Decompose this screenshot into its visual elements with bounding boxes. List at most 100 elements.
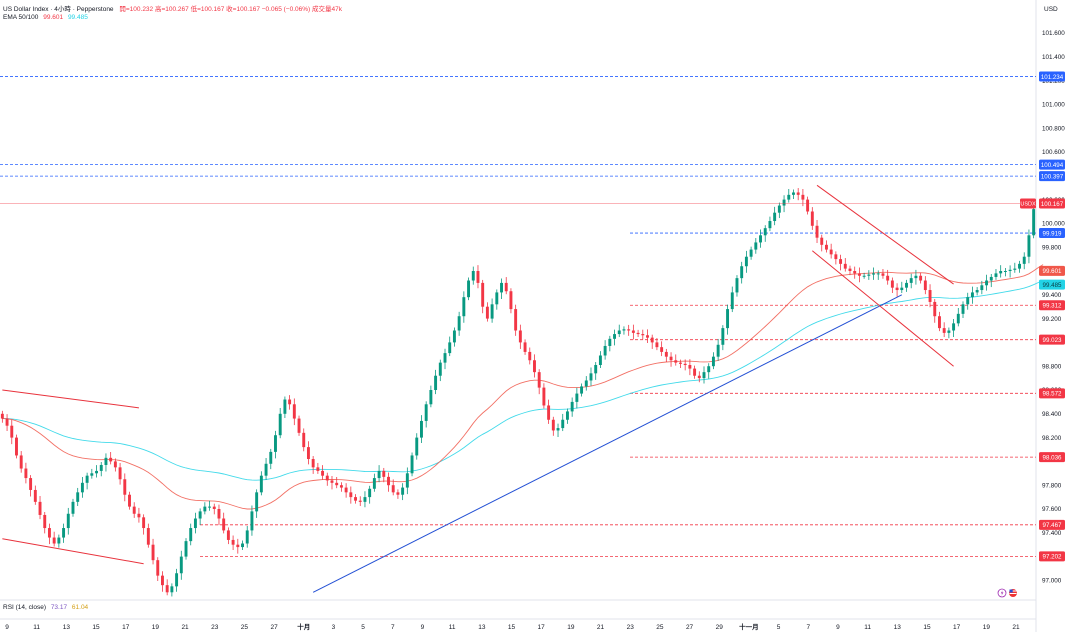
candle-body <box>617 330 621 335</box>
candle-body <box>890 280 894 288</box>
candle-body <box>980 285 984 291</box>
candle-body <box>570 401 574 412</box>
candle <box>594 362 598 380</box>
level-tag: 98.572 <box>1039 388 1065 399</box>
candle-body <box>264 463 268 476</box>
candle <box>862 272 866 279</box>
candle-body <box>537 372 541 388</box>
y-tick-label: 97.000 <box>1042 578 1062 585</box>
candle <box>344 483 348 498</box>
candle <box>556 423 560 438</box>
candle <box>95 465 98 478</box>
candle <box>627 324 631 336</box>
level-tag: 99.601 <box>1039 265 1065 276</box>
candle-body <box>274 435 277 452</box>
candle-body <box>509 291 513 310</box>
level-tag: 99.919 <box>1039 228 1065 239</box>
candle <box>476 265 480 289</box>
candle-body <box>500 282 503 293</box>
candle <box>895 283 899 297</box>
level-tag-bg <box>1039 551 1065 562</box>
x-tick-label: 7 <box>806 624 810 631</box>
us-flag-icon <box>1009 589 1017 597</box>
y-tick-label: 97.400 <box>1042 530 1062 537</box>
candle <box>975 287 979 296</box>
level-tag-bg <box>1039 519 1065 530</box>
candle-body <box>598 355 602 366</box>
candle <box>509 288 513 314</box>
candle-body <box>387 476 390 486</box>
x-tick-label: 25 <box>241 624 249 631</box>
candle <box>146 523 150 548</box>
candle-body <box>325 475 329 481</box>
candle-body <box>410 455 414 474</box>
level-tag-bg <box>1039 334 1065 345</box>
candle-body <box>575 393 579 402</box>
candle <box>368 485 372 504</box>
candle <box>452 327 456 347</box>
level-tag-text: 98.036 <box>1043 454 1062 461</box>
candle-body <box>208 506 212 508</box>
x-tick-label: 21 <box>1012 624 1020 631</box>
candle-body <box>759 235 762 243</box>
candle <box>288 395 292 410</box>
candle <box>533 354 536 378</box>
candle <box>71 498 75 517</box>
candle <box>5 414 9 432</box>
x-tick-label: 十月 <box>297 622 310 631</box>
candle-body <box>928 290 932 302</box>
candle <box>15 434 18 459</box>
candle-body <box>33 489 37 502</box>
candle <box>1003 268 1007 277</box>
level-tag-text: 97.202 <box>1043 554 1062 561</box>
candle-body <box>744 256 748 267</box>
candle-body <box>523 342 527 352</box>
level-tag-text: 99.919 <box>1043 230 1062 237</box>
candle-body <box>1008 269 1012 271</box>
currency-label: USD <box>1044 6 1058 13</box>
candle <box>113 458 117 472</box>
candle <box>589 367 593 386</box>
candle-body <box>382 470 386 477</box>
candle-body <box>146 528 150 545</box>
candle <box>518 324 522 349</box>
candle-body <box>994 273 998 277</box>
x-tick-label: 21 <box>597 624 605 631</box>
candle-body <box>613 334 616 339</box>
candle <box>217 504 221 526</box>
candle-body <box>344 487 348 493</box>
candle <box>740 261 744 284</box>
candle-body <box>895 287 899 291</box>
candle <box>151 538 155 565</box>
candle-body <box>5 418 9 426</box>
candle-body <box>297 418 301 433</box>
level-tag: 100.397 <box>1039 171 1065 182</box>
candle-body <box>815 225 819 238</box>
candle <box>1032 206 1036 239</box>
candle <box>358 496 362 507</box>
x-tick-label: 23 <box>211 624 219 631</box>
lightning-icon <box>997 588 1007 598</box>
candle <box>495 289 499 310</box>
x-tick-label: 13 <box>894 624 902 631</box>
candle <box>702 366 706 384</box>
candle <box>608 335 612 352</box>
candle-body <box>853 271 857 274</box>
x-tick-label: 13 <box>63 624 71 631</box>
candle <box>161 571 164 592</box>
candle-body <box>551 419 555 431</box>
candle <box>707 363 711 379</box>
candle-body <box>481 282 485 307</box>
candle-body <box>269 451 273 464</box>
candle <box>29 475 33 497</box>
candle <box>919 272 923 284</box>
candle-body <box>763 228 767 236</box>
candle <box>231 535 235 551</box>
level-tag-text: 100.494 <box>1041 162 1064 169</box>
candle <box>424 401 428 428</box>
x-tick-label: 19 <box>152 624 160 631</box>
candle <box>693 365 697 379</box>
candle-body <box>339 485 343 488</box>
x-tick-label: 5 <box>777 624 781 631</box>
